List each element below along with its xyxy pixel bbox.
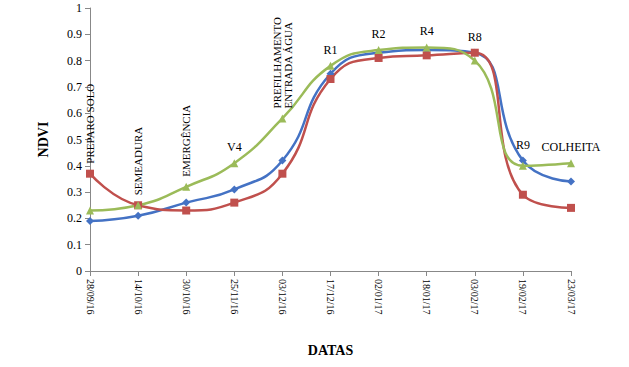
svg-text:0.9: 0.9: [67, 27, 82, 41]
svg-text:NDVI: NDVI: [36, 122, 51, 158]
svg-text:EMERGÊNCIA: EMERGÊNCIA: [180, 105, 192, 177]
svg-text:SEMEADURA: SEMEADURA: [132, 127, 144, 196]
svg-text:PREPARO SOLO: PREPARO SOLO: [84, 84, 96, 164]
svg-text:0.2: 0.2: [67, 211, 82, 225]
svg-text:28/09/16: 28/09/16: [85, 279, 96, 315]
svg-text:ENTRADA ÁGUA: ENTRADA ÁGUA: [282, 22, 294, 109]
svg-text:19/02/17: 19/02/17: [517, 279, 528, 315]
svg-text:0: 0: [76, 264, 82, 278]
svg-text:17/12/16: 17/12/16: [325, 279, 336, 315]
svg-text:R4: R4: [420, 24, 434, 38]
svg-text:COLHEITA: COLHEITA: [541, 140, 600, 154]
svg-text:03/02/17: 03/02/17: [469, 279, 480, 315]
svg-text:23/03/17: 23/03/17: [566, 279, 577, 315]
svg-text:25/11/16: 25/11/16: [229, 279, 240, 314]
svg-text:18/01/17: 18/01/17: [421, 279, 432, 315]
svg-text:R8: R8: [468, 30, 482, 44]
svg-text:30/10/16: 30/10/16: [181, 279, 192, 315]
svg-text:14/10/16: 14/10/16: [133, 279, 144, 315]
svg-text:V4: V4: [227, 140, 242, 154]
svg-text:0.4: 0.4: [67, 159, 82, 173]
svg-text:R1: R1: [323, 43, 337, 57]
svg-text:1: 1: [76, 1, 82, 15]
svg-text:R2: R2: [372, 27, 386, 41]
svg-text:0.1: 0.1: [67, 238, 82, 252]
svg-text:R9: R9: [516, 138, 530, 152]
svg-text:0.7: 0.7: [67, 80, 82, 94]
svg-text:PREFILHAMENTO: PREFILHAMENTO: [270, 17, 283, 109]
svg-text:03/12/16: 03/12/16: [277, 279, 288, 315]
svg-text:0.8: 0.8: [67, 54, 82, 68]
svg-text:DATAS: DATAS: [308, 343, 354, 358]
svg-text:02/01/17: 02/01/17: [373, 279, 384, 315]
svg-text:0.5: 0.5: [67, 133, 82, 147]
svg-text:0.6: 0.6: [67, 106, 82, 120]
svg-text:0.3: 0.3: [67, 185, 82, 199]
